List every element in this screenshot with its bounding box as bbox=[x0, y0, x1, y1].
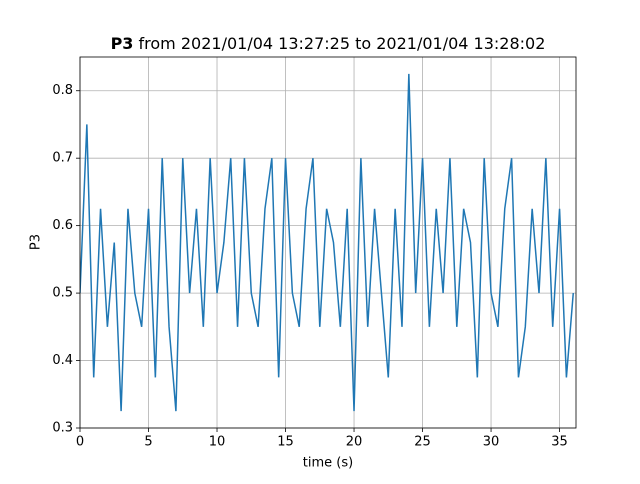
x-tick-label: 15 bbox=[277, 435, 294, 450]
x-tick-label: 35 bbox=[551, 435, 568, 450]
plot-frame bbox=[79, 56, 577, 429]
y-tick-label: 0.4 bbox=[52, 353, 73, 368]
x-tick-label: 5 bbox=[144, 435, 152, 450]
x-tick-label: 10 bbox=[209, 435, 226, 450]
title-signal: P3 bbox=[111, 34, 134, 53]
y-tick-label: 0.7 bbox=[52, 151, 73, 166]
chart-title: P3 from 2021/01/04 13:27:25 to 2021/01/0… bbox=[111, 34, 546, 53]
x-tick-label: 25 bbox=[414, 435, 431, 450]
y-axis-label: P3 bbox=[29, 234, 44, 250]
y-tick-label: 0.3 bbox=[52, 421, 73, 436]
x-tick-label: 20 bbox=[346, 435, 363, 450]
y-tick-label: 0.6 bbox=[52, 218, 73, 233]
x-tick-label: 30 bbox=[483, 435, 500, 450]
y-tick-label: 0.8 bbox=[52, 83, 73, 98]
x-tick-label: 0 bbox=[76, 435, 84, 450]
y-tick-label: 0.5 bbox=[52, 286, 73, 301]
x-axis-label: time (s) bbox=[303, 456, 353, 471]
title-rest: from 2021/01/04 13:27:25 to 2021/01/04 1… bbox=[139, 34, 546, 53]
data-line bbox=[80, 73, 575, 412]
